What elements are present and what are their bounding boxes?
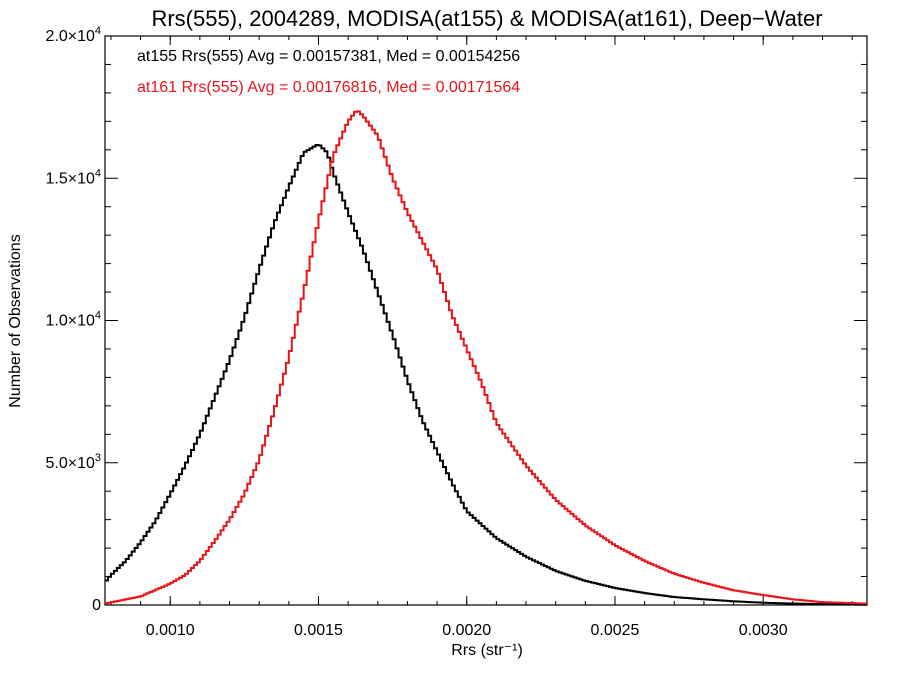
series-1-line: [105, 143, 867, 606]
y-axis-label: Number of Observations: [7, 234, 24, 407]
annotation-2: at161 Rrs(555) Avg = 0.00176816, Med = 0…: [137, 79, 520, 96]
annotations: at155 Rrs(555) Avg = 0.00157381, Med = 0…: [137, 48, 520, 96]
series-layer: [105, 110, 867, 606]
axis-ticks: 0.0010 0.0015 0.0020 0.0025 0.0030 0 5.0×103 1.…: [45, 25, 867, 639]
y-tick-label: 5.0×103: [45, 452, 101, 472]
y-tick-label: 1.0×104: [45, 310, 101, 330]
chart-title: Rrs(555), 2004289, MODISA(at155) & MODIS…: [151, 6, 822, 31]
x-tick-label: 0.0025: [591, 622, 640, 639]
series-2-line: [105, 110, 867, 605]
y-tick-label: 0: [92, 597, 101, 614]
x-tick-label: 0.0030: [739, 622, 788, 639]
x-axis-label: Rrs (str⁻¹): [451, 642, 523, 659]
y-tick-label: 2.0×104: [45, 25, 101, 45]
x-tick-label: 0.0020: [442, 622, 491, 639]
plot-frame: [104, 35, 868, 606]
y-tick-label: 1.5×104: [45, 167, 101, 187]
annotation-1: at155 Rrs(555) Avg = 0.00157381, Med = 0…: [137, 48, 520, 65]
x-tick-label: 0.0010: [146, 622, 195, 639]
x-tick-label: 0.0015: [294, 622, 343, 639]
